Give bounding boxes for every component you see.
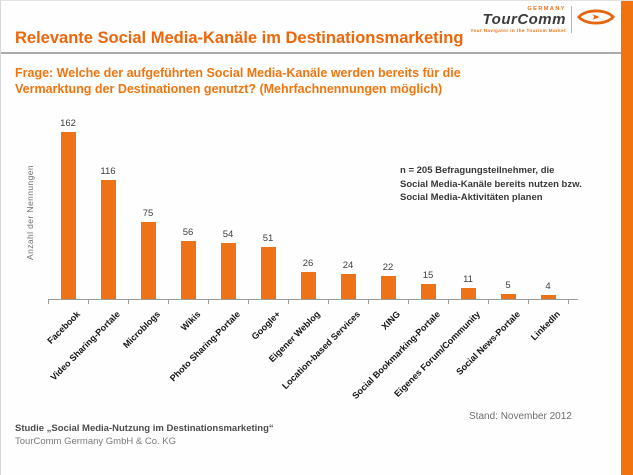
x-axis-tick	[328, 300, 329, 304]
x-axis-tick-label: XING	[379, 309, 403, 332]
company-name: TourComm Germany GmbH & Co. KG	[15, 436, 177, 447]
logo-tagline: Your Navigator in the Tourism Market	[470, 28, 566, 33]
bar	[500, 294, 516, 299]
bar	[100, 180, 116, 299]
bar	[460, 288, 476, 299]
x-axis-tick	[248, 300, 249, 304]
bar	[380, 276, 396, 299]
x-axis-tick	[488, 300, 489, 304]
bar	[260, 247, 276, 299]
bar-slot: 116	[88, 166, 128, 299]
bar	[140, 222, 156, 299]
x-axis-tick	[448, 300, 449, 304]
bar	[340, 274, 356, 299]
bar	[220, 243, 236, 299]
x-axis-tick-label: Location-based Services	[280, 309, 363, 392]
annotation-line-3: Social Media-Aktivitäten planen	[400, 192, 543, 203]
x-axis-tick	[288, 300, 289, 304]
bar-slot: 26	[288, 258, 328, 299]
bar-value-label: 24	[342, 260, 354, 271]
bar-slot: 5	[488, 280, 528, 299]
x-axis-labels: Facebook Video Sharing-Portale Microblogs W…	[45, 301, 568, 411]
x-axis-tick	[88, 300, 89, 304]
tourcomm-eye-icon	[577, 5, 615, 34]
x-axis-tick	[568, 300, 569, 304]
x-axis-tick	[128, 300, 129, 304]
x-axis-tick-label: Photo Sharing-Portale	[167, 309, 243, 384]
date-note: Stand: November 2012	[469, 411, 572, 422]
bar	[300, 272, 316, 299]
x-axis-tick	[208, 300, 209, 304]
bar-value-label: 4	[545, 281, 551, 292]
question-line-2: Vermarktung der Destinationen genutzt? (…	[15, 82, 443, 96]
x-axis-tick-label: Microblogs	[121, 309, 163, 351]
bar-slot: 54	[208, 229, 248, 299]
x-axis-tick	[408, 300, 409, 304]
footer: Studie „Social Media-Nutzung im Destinat…	[15, 422, 274, 448]
logo-wordmark: TourComm	[482, 11, 566, 28]
bar-value-label: 75	[142, 208, 154, 219]
logo-text: GERMANY TourComm Your Navigator in the T…	[470, 6, 566, 33]
accent-strip	[621, 1, 633, 475]
bar	[180, 241, 196, 299]
y-axis-label-wrap: Anzahl der Nennungen	[23, 124, 37, 300]
question-text: Frage: Welche der aufgeführten Social Me…	[15, 65, 461, 97]
bar	[420, 284, 436, 299]
bar-chart-plot: 162 116 75 56 54 51 26 24 22 15 11 5 4	[48, 118, 578, 304]
x-axis-tick-label: Google+	[249, 309, 283, 342]
bars-row: 162 116 75 56 54 51 26 24 22 15 11 5 4	[48, 118, 568, 299]
x-axis-tick-label: Facebook	[45, 309, 83, 346]
x-axis-tick	[528, 300, 529, 304]
bar-value-label: 5	[505, 280, 511, 291]
bar	[60, 132, 76, 299]
x-axis-tick	[168, 300, 169, 304]
bar-slot: 15	[408, 270, 448, 299]
bar	[540, 295, 556, 299]
x-axis-tick	[368, 300, 369, 304]
bar-slot: 51	[248, 233, 288, 299]
bar-slot: 11	[448, 274, 488, 299]
bar-slot: 162	[48, 118, 88, 299]
x-axis-tick	[48, 300, 49, 304]
bar-slot: 56	[168, 227, 208, 299]
bar-value-label: 56	[182, 227, 194, 238]
bar-value-label: 15	[422, 270, 434, 281]
bar-value-label: 51	[262, 233, 274, 244]
logo-country-label: GERMANY	[527, 6, 566, 12]
bar-value-label: 26	[302, 258, 314, 269]
bar-value-label: 116	[100, 166, 116, 177]
study-title: Studie „Social Media-Nutzung im Destinat…	[15, 423, 274, 434]
logo-divider	[571, 6, 572, 33]
title-rule	[1, 52, 621, 54]
bar-value-label: 11	[463, 274, 473, 285]
x-axis-tick-label: Wikis	[178, 309, 203, 333]
y-axis-label: Anzahl der Nennungen	[25, 164, 35, 260]
bar-value-label: 22	[382, 262, 394, 273]
sample-size-annotation: n = 205 Befragungsteilnehmer, die Social…	[400, 164, 582, 205]
annotation-line-1: n = 205 Befragungsteilnehmer, die	[400, 165, 555, 176]
annotation-line-2: Social Media-Kanäle bereits nutzen bzw.	[400, 178, 582, 190]
question-line-1: Frage: Welche der aufgeführten Social Me…	[15, 66, 461, 80]
bar-slot: 75	[128, 208, 168, 299]
bar-slot: 24	[328, 260, 368, 299]
bar-value-label: 162	[60, 118, 76, 129]
x-axis-tick-label: Video Sharing-Portale	[48, 309, 123, 383]
tourcomm-logo: GERMANY TourComm Your Navigator in the T…	[470, 5, 615, 34]
bar-value-label: 54	[222, 229, 234, 240]
x-axis-tick-label: LinkedIn	[528, 309, 563, 343]
bar-slot: 4	[528, 281, 568, 299]
bar-slot: 22	[368, 262, 408, 299]
page-title: Relevante Social Media-Kanäle im Destina…	[15, 29, 464, 47]
